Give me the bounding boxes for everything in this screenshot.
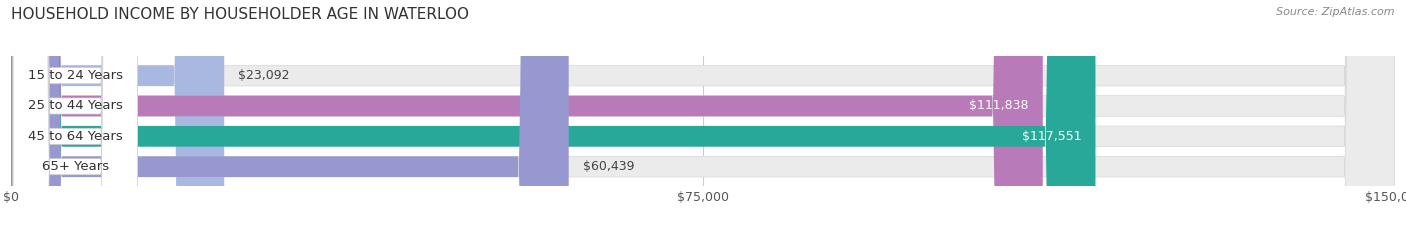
FancyBboxPatch shape [11,0,1395,233]
FancyBboxPatch shape [11,0,1095,233]
Text: $117,551: $117,551 [1022,130,1081,143]
Text: 25 to 44 Years: 25 to 44 Years [28,99,122,113]
FancyBboxPatch shape [13,0,138,233]
FancyBboxPatch shape [11,0,1395,233]
Text: 45 to 64 Years: 45 to 64 Years [28,130,122,143]
FancyBboxPatch shape [13,0,138,233]
FancyBboxPatch shape [11,0,1395,233]
FancyBboxPatch shape [11,0,568,233]
Text: Source: ZipAtlas.com: Source: ZipAtlas.com [1277,7,1395,17]
Text: 65+ Years: 65+ Years [42,160,108,173]
FancyBboxPatch shape [13,0,138,233]
Text: 15 to 24 Years: 15 to 24 Years [28,69,122,82]
Text: $111,838: $111,838 [969,99,1029,113]
Text: $60,439: $60,439 [582,160,634,173]
FancyBboxPatch shape [13,0,138,233]
FancyBboxPatch shape [11,0,1395,233]
Text: $23,092: $23,092 [238,69,290,82]
FancyBboxPatch shape [11,0,224,233]
FancyBboxPatch shape [11,0,1043,233]
Text: HOUSEHOLD INCOME BY HOUSEHOLDER AGE IN WATERLOO: HOUSEHOLD INCOME BY HOUSEHOLDER AGE IN W… [11,7,470,22]
